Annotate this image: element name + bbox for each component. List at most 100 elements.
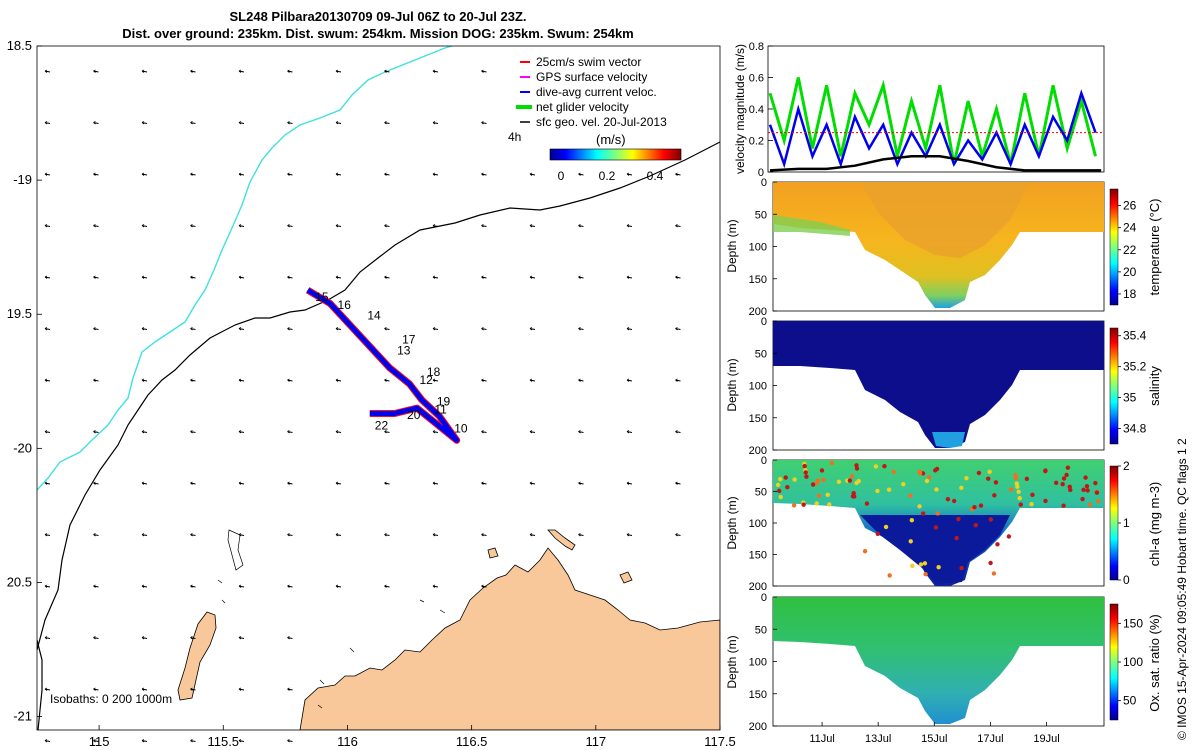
chla-sample-dot	[910, 563, 915, 569]
chla-sample-dot	[945, 497, 951, 502]
land-mainland	[299, 547, 720, 730]
legend-net-glider-velocity: net glider velocity	[516, 100, 629, 114]
geo-velocity-arrow	[44, 636, 51, 640]
chla-sample-dot	[875, 531, 880, 536]
chla-sample-dot	[924, 478, 930, 484]
geo-velocity-arrow	[626, 327, 633, 331]
geo-velocity-arrow	[384, 327, 390, 331]
chla-sample-dot	[995, 542, 1000, 547]
legend-net-glider-velocity-label: net glider velocity	[536, 100, 629, 114]
geo-velocity-arrow	[529, 224, 536, 228]
geo-velocity-arrow	[141, 172, 148, 176]
chla-sample-dot	[959, 485, 964, 490]
geo-velocity-arrow	[190, 687, 196, 691]
geo-velocity-arrow	[626, 481, 633, 485]
geo-velocity-arrow	[238, 121, 245, 125]
geo-velocity-arrow	[190, 481, 196, 485]
map-y-tick-label: -19	[13, 172, 32, 187]
chla-sample-dot	[956, 516, 961, 522]
day-label: 10	[454, 421, 468, 435]
chla-sample-dot	[862, 548, 868, 554]
geo-velocity-arrow	[432, 378, 439, 382]
chla-clabel: chl-a (mg m-3)	[1147, 482, 1162, 567]
chla-sample-dot	[926, 475, 932, 480]
velocity-series-line	[769, 155, 1102, 172]
geo-velocity-arrow	[190, 430, 196, 434]
geo-velocity-arrow	[141, 121, 148, 125]
velocity-y-ticks: 0 0.2 0.4 0.6 0.8	[749, 41, 773, 179]
time-step-label: 4h	[508, 130, 521, 144]
geo-velocity-arrow	[287, 327, 293, 331]
geo-velocity-arrow	[384, 69, 390, 73]
geo-velocity-arrow	[384, 533, 390, 537]
geo-velocity-arrow	[141, 533, 148, 537]
geo-velocity-arrow	[93, 687, 99, 691]
chla-sample-dot	[775, 482, 781, 488]
chla-sample-dot	[791, 503, 797, 508]
geo-velocity-arrow	[44, 69, 51, 73]
velocity-y-tick-label: 0.2	[749, 136, 764, 148]
chla-sample-dot	[1085, 488, 1090, 493]
colorbar-tick-label: 2	[1123, 459, 1130, 473]
geo-velocity-arrow	[44, 224, 51, 228]
day-label: 19	[437, 394, 451, 408]
geo-velocity-arrow	[529, 378, 536, 382]
colorbar-tick-label: 35.2	[1123, 360, 1147, 374]
geo-velocity-arrow	[141, 430, 148, 434]
velocity-y-tick-label: 0.6	[749, 73, 764, 85]
geo-velocity-arrow	[529, 533, 536, 537]
geo-velocity-arrow	[44, 172, 51, 176]
geo-velocity-arrow	[287, 172, 293, 176]
chla-sample-dot	[908, 493, 913, 498]
geo-velocity-arrow	[384, 275, 390, 279]
chla-sample-dot	[864, 501, 870, 506]
day-label: 17	[402, 333, 416, 347]
chla-sample-dot	[917, 504, 922, 509]
geo-velocity-arrow	[287, 275, 293, 279]
chla-sample-dot	[920, 511, 926, 516]
colorbar-tick-label: 22	[1123, 243, 1137, 257]
map-y-ticks: 18.5 -19 19.5 -20 20.5 -21	[7, 38, 42, 724]
chla-sample-dot	[783, 475, 788, 480]
salinity-field	[773, 321, 1104, 448]
geo-velocity-arrow	[287, 224, 293, 228]
chla-sample-dot	[936, 565, 941, 570]
isobath-1000m	[37, 46, 454, 491]
colorbar-tick-label: 0	[1123, 573, 1130, 587]
chla-sample-dot	[856, 478, 861, 484]
geo-velocity-arrow	[432, 69, 439, 73]
oxygen-panel: Depth (m) Ox. sat. ratio (%) 11Jul 13Jul 1…	[725, 596, 1162, 745]
map-panel: 10 11 12 13 14 15 16 17 18 19 20 22 115 115.5 116 116.…	[7, 38, 736, 749]
geo-velocity-arrow	[141, 224, 148, 228]
colorbar-tick-label: 150	[1123, 616, 1143, 630]
chla-sample-dot	[829, 460, 835, 466]
chla-sample-dot	[901, 481, 906, 487]
chla-sample-dot	[1006, 534, 1012, 539]
geo-velocity-arrow	[44, 430, 51, 434]
geo-velocity-arrow	[238, 481, 245, 485]
geo-velocity-arrow	[578, 430, 584, 434]
temperature-panel: Depth (m) temperature (°C)	[725, 181, 1162, 312]
geo-velocity-arrow	[529, 481, 536, 485]
geo-velocity-arrow	[675, 378, 681, 382]
temperature-ylabel: Depth (m)	[725, 219, 739, 272]
chla-sample-dot	[891, 469, 896, 475]
chla-sample-dot	[886, 487, 892, 492]
chla-sample-dot	[1024, 476, 1030, 482]
figure-title-line2: Dist. over ground: 235km. Dist. swum: 25…	[122, 26, 634, 41]
geo-velocity-arrow	[432, 430, 439, 434]
chla-ylabel: Depth (m)	[725, 496, 739, 549]
sfc-geo-velocity-arrows	[44, 69, 681, 743]
chla-samples	[775, 460, 1101, 578]
geo-velocity-arrow	[190, 378, 196, 382]
map-y-tick-label: 19.5	[7, 306, 32, 321]
chla-sample-dot	[1084, 483, 1090, 489]
oxygen-clabel: Ox. sat. ratio (%)	[1147, 614, 1162, 712]
chla-sample-dot	[1093, 480, 1098, 486]
geo-velocity-arrow	[93, 533, 99, 537]
geo-velocity-arrow	[432, 584, 439, 588]
depth-tick-label: 150	[749, 274, 767, 286]
depth-tick-label: 50	[755, 487, 767, 499]
geo-velocity-arrow	[287, 378, 293, 382]
geo-velocity-arrow	[141, 275, 148, 279]
